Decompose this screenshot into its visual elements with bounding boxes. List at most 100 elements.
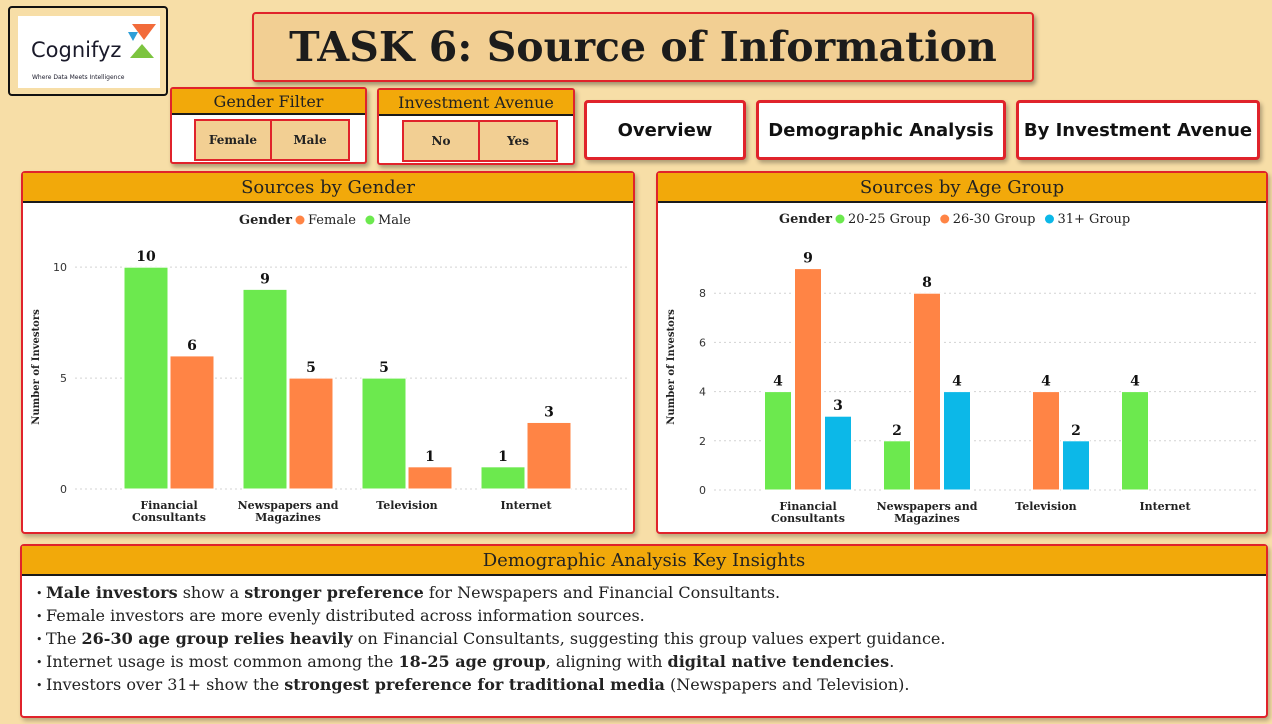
investment-filter-yes[interactable]: Yes: [478, 120, 558, 162]
bar: [1032, 391, 1060, 491]
legend-swatch: [835, 214, 845, 224]
gender-filter-male[interactable]: Male: [270, 119, 350, 161]
page-title: TASK 6: Source of Information: [289, 23, 997, 71]
page-title-banner: TASK 6: Source of Information: [252, 12, 1034, 82]
bar: [526, 421, 572, 490]
data-label: 2: [892, 423, 902, 439]
bar: [764, 391, 792, 491]
logo-triangles-icon: [128, 24, 156, 58]
y-axis-title: Number of Investors: [666, 309, 677, 425]
gender-filter-female[interactable]: Female: [194, 119, 272, 161]
insight-emphasis: strongest preference for traditional med…: [284, 675, 665, 694]
legend-swatch: [295, 215, 305, 225]
legend-label: Female: [308, 213, 356, 228]
demographic-analysis-button[interactable]: Demographic Analysis: [756, 100, 1006, 160]
y-tick-label: 6: [699, 336, 706, 349]
bar: [1062, 440, 1090, 491]
insight-item: Internet usage is most common among the …: [36, 651, 945, 674]
x-tick-label: Consultants: [771, 512, 845, 525]
data-label: 9: [260, 271, 270, 287]
y-tick-label: 0: [699, 484, 706, 497]
insights-panel: Demographic Analysis Key Insights Male i…: [20, 544, 1268, 718]
insight-emphasis: stronger preference: [244, 583, 424, 602]
data-label: 4: [1130, 374, 1140, 390]
data-label: 1: [498, 449, 508, 465]
x-tick-label: Television: [1015, 500, 1076, 513]
data-label: 3: [833, 398, 843, 414]
x-tick-label: Financial: [140, 499, 197, 512]
insight-text: , aligning with: [545, 652, 668, 671]
bar: [288, 377, 334, 490]
x-tick-label: Internet: [1139, 500, 1191, 513]
legend-label: Male: [378, 213, 411, 228]
data-label: 5: [379, 360, 389, 376]
insight-emphasis: Male investors: [46, 583, 178, 602]
data-label: 8: [922, 275, 932, 291]
bar: [242, 288, 288, 490]
x-tick-label: Television: [376, 499, 437, 512]
legend-swatch: [365, 215, 375, 225]
overview-button[interactable]: Overview: [584, 100, 746, 160]
gender-bar-chart: Gender Female Male Number of Investors 0 5 10 1…: [31, 213, 627, 524]
insight-emphasis: 18-25 age group: [398, 652, 546, 671]
age-group-bar-chart: Gender 20-25 Group 26-30 Group 31+ Group Num…: [666, 212, 1258, 525]
by-investment-avenue-button[interactable]: By Investment Avenue: [1016, 100, 1260, 160]
logo-wordmark: Cognifyz: [31, 38, 122, 62]
bar: [913, 292, 941, 491]
x-tick-label: Financial: [779, 500, 836, 513]
insight-text: (Newspapers and Television).: [664, 675, 910, 694]
gender-filter-label: Gender Filter: [172, 89, 365, 115]
insights-list: Male investors show a stronger preferenc…: [36, 582, 945, 697]
legend-label: 31+ Group: [1057, 212, 1130, 227]
data-label: 4: [1041, 374, 1051, 390]
y-tick-label: 5: [60, 372, 67, 385]
y-tick-label: 0: [60, 483, 67, 496]
x-tick-label: Consultants: [132, 511, 206, 524]
logo-frame: Cognifyz Where Data Meets Intelligence: [8, 6, 168, 96]
y-tick-label: 4: [699, 386, 706, 399]
data-label: 5: [306, 360, 316, 376]
insight-emphasis: digital native tendencies: [667, 652, 890, 671]
data-label: 10: [136, 249, 156, 265]
insight-text: show a: [177, 583, 245, 602]
data-label: 4: [773, 374, 783, 390]
x-tick-label: Magazines: [894, 512, 960, 525]
bar: [794, 268, 822, 491]
logo-tagline: Where Data Meets Intelligence: [32, 74, 125, 81]
investment-filter-slicer: Investment Avenue No Yes: [377, 88, 575, 165]
gender-filter-slicer: Gender Filter Female Male: [170, 87, 367, 164]
insight-item: The 26-30 age group relies heavily on Fi…: [36, 628, 945, 651]
age-chart-panel: Sources by Age Group Gender 20-25 Group 2 6…: [656, 171, 1268, 534]
x-tick-label: Newspapers and: [238, 499, 339, 512]
data-label: 2: [1071, 423, 1081, 439]
data-label: 9: [803, 251, 813, 267]
insight-text: for Newspapers and Financial Consultants…: [423, 583, 781, 602]
bar: [943, 391, 971, 491]
data-label: 3: [544, 404, 554, 420]
insight-text: .: [889, 652, 895, 671]
y-tick-label: 8: [699, 287, 706, 300]
bar: [123, 266, 169, 490]
legend-title: Gender: [779, 212, 832, 227]
age-chart-title: Sources by Age Group: [658, 173, 1266, 203]
y-tick-label: 10: [53, 261, 67, 274]
legend-label: 20-25 Group: [848, 212, 931, 227]
data-label: 4: [952, 374, 962, 390]
x-tick-label: Internet: [500, 499, 552, 512]
legend-title: Gender: [239, 213, 292, 228]
bar: [883, 440, 911, 491]
cognifyz-logo: Cognifyz Where Data Meets Intelligence: [18, 16, 160, 88]
insights-title: Demographic Analysis Key Insights: [22, 546, 1266, 576]
legend-swatch: [1044, 214, 1054, 224]
bar: [824, 415, 852, 491]
insight-item: Male investors show a stronger preferenc…: [36, 582, 945, 605]
insight-text: Female investors are more evenly distrib…: [46, 606, 645, 625]
bar: [407, 466, 453, 490]
investment-filter-no[interactable]: No: [402, 120, 480, 162]
y-tick-label: 2: [699, 435, 706, 448]
bar: [361, 377, 407, 490]
data-label: 6: [187, 338, 197, 354]
insight-item: Investors over 31+ show the strongest pr…: [36, 674, 945, 697]
bar: [480, 466, 526, 490]
gender-chart-panel: Sources by Gender Gender Female Male Number…: [21, 171, 635, 534]
